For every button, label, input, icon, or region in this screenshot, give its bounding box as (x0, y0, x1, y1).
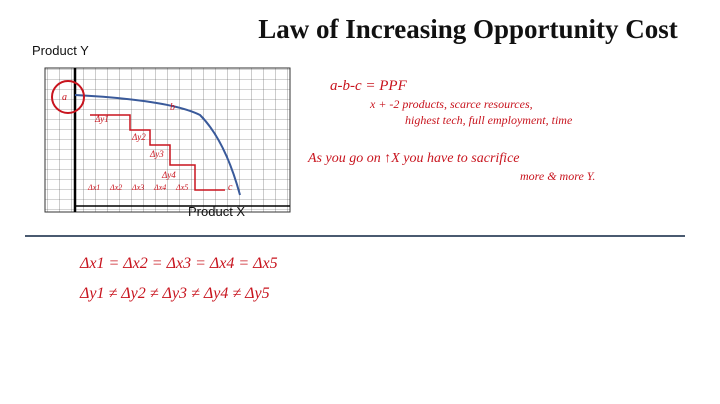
equation: Δx1 = Δx2 = Δx3 = Δx4 = Δx5 (79, 255, 278, 272)
point-label: c (228, 182, 233, 193)
note: highest tech, full employment, time (405, 113, 573, 127)
point-label: b (170, 102, 175, 113)
delta-x-label: Δx5 (175, 183, 188, 192)
point-label: a (62, 92, 67, 103)
delta-y-label: Δy3 (149, 149, 164, 159)
slide-title: Law of Increasing Opportunity Cost (258, 14, 678, 44)
step-marks (90, 114, 225, 191)
note: x + -2 products, scarce resources, (369, 97, 533, 111)
y-axis-label: Product Y (32, 43, 89, 58)
delta-x-label: Δx1 (87, 183, 100, 192)
delta-y-label: Δy2 (131, 132, 146, 142)
delta-x-label: Δx4 (153, 183, 166, 192)
note: more & more Y. (520, 169, 595, 183)
delta-y-label: Δy4 (161, 170, 176, 180)
delta-x-label: Δx2 (109, 183, 122, 192)
grid (44, 67, 291, 213)
note: As you go on ↑X you have to sacrifice (307, 151, 520, 166)
note: a-b-c = PPF (330, 78, 408, 94)
ppf-curve (74, 94, 241, 196)
x-axis-label: Product X (188, 204, 245, 219)
circle-mark (51, 80, 85, 114)
delta-y-label: Δy1 (94, 114, 109, 124)
equation: Δy1 ≠ Δy2 ≠ Δy3 ≠ Δy4 ≠ Δy5 (79, 285, 270, 302)
delta-x-label: Δx3 (131, 183, 144, 192)
